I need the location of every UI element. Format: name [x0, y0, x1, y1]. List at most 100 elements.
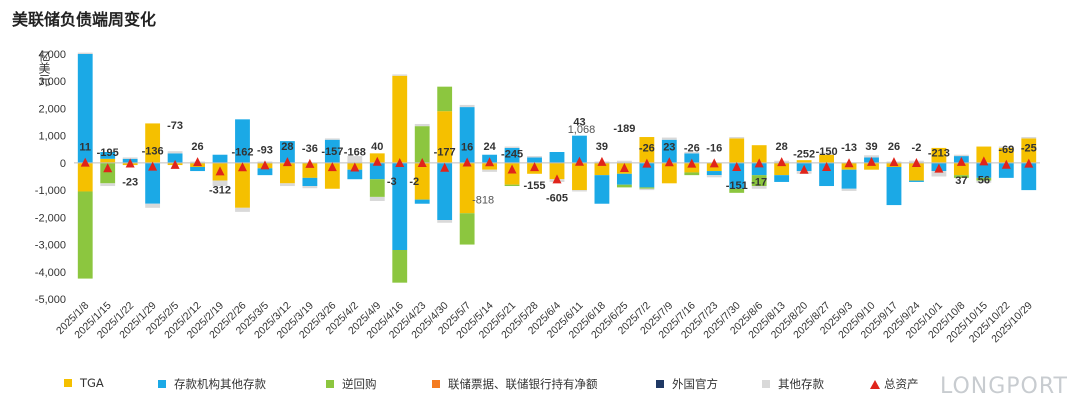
total-assets-marker	[889, 157, 899, 167]
total-assets-marker	[844, 158, 854, 168]
bar-other-deposits	[324, 138, 340, 140]
bar-tga	[729, 138, 745, 163]
total-assets-marker	[574, 156, 584, 166]
legend-swatch-other-deposits	[762, 380, 770, 388]
series-data-label: 1,068	[568, 124, 596, 136]
bar-other-deposits	[122, 157, 138, 159]
bar-reverse-repo	[684, 172, 700, 176]
legend-swatch-deposits	[158, 380, 166, 388]
y-axis-label: 亿美元	[37, 50, 51, 86]
total-assets-marker	[237, 162, 247, 172]
total-data-label: -26	[639, 143, 655, 155]
total-data-label: -13	[841, 142, 857, 154]
bar-tga	[549, 162, 565, 180]
total-data-label: 11	[79, 142, 91, 154]
bar-tga	[931, 147, 947, 163]
bar-other-deposits	[729, 137, 745, 139]
bar-reverse-repo	[616, 184, 632, 188]
bar-other-deposits	[639, 188, 655, 191]
legend-item-total-assets: 总资产	[870, 376, 919, 392]
bar-other-deposits	[235, 207, 250, 212]
total-data-label: 43	[573, 117, 585, 129]
bar-reverse-repo	[369, 179, 385, 197]
bar-tga	[414, 162, 430, 200]
bar-reverse-repo	[100, 162, 116, 184]
bar-deposits	[77, 54, 93, 163]
bar-tga	[280, 162, 295, 184]
total-data-label: -36	[302, 143, 318, 155]
bar-other-deposits	[751, 186, 767, 189]
bar-deposits	[976, 162, 992, 178]
legend-swatch-foreign-official	[656, 380, 664, 388]
bar-tga	[684, 162, 700, 173]
total-data-label: -2	[409, 176, 419, 188]
bar-other-deposits	[998, 146, 1014, 148]
bar-reverse-repo	[953, 175, 969, 178]
total-data-label: -168	[344, 146, 366, 158]
bar-tga	[324, 162, 340, 189]
y-tick-label: -3,000	[35, 240, 66, 252]
legend-label-deposits: 存款机构其他存款	[174, 377, 266, 391]
total-data-label: -25	[1021, 143, 1037, 155]
bar-tga	[459, 162, 475, 214]
total-assets-marker	[170, 159, 180, 169]
bar-other-deposits	[527, 156, 542, 158]
total-data-label: -195	[97, 147, 119, 159]
legend-item-fed-notes: 联储票据、联储银行持有净额	[432, 376, 598, 392]
total-data-label: 40	[371, 141, 383, 153]
total-data-label: 16	[461, 141, 473, 153]
total-data-label: 37	[955, 175, 967, 187]
bar-other-deposits	[437, 220, 453, 223]
bar-tga	[482, 162, 498, 170]
legend-label-tga: TGA	[80, 376, 104, 390]
bar-other-deposits	[167, 151, 183, 154]
bar-reverse-repo	[751, 175, 767, 187]
legend-swatch-tga	[64, 379, 72, 387]
chart-title: 美联储负债端周变化	[12, 10, 157, 29]
bar-deposits	[527, 157, 542, 163]
y-tick-label: 4,000	[38, 49, 66, 61]
total-data-label: -245	[501, 149, 523, 161]
total-assets-marker	[507, 164, 517, 174]
bar-reverse-repo	[459, 213, 475, 245]
bar-deposits	[841, 169, 857, 189]
bar-other-deposits	[684, 152, 700, 154]
bar-tga	[998, 147, 1014, 163]
bar-reverse-repo	[392, 250, 408, 283]
total-assets-marker	[125, 158, 135, 168]
total-data-label: -136	[142, 146, 164, 158]
y-tick-label: 3,000	[38, 76, 66, 88]
y-tick-label: 1,000	[38, 131, 66, 143]
legend-label-total-assets: 总资产	[884, 377, 919, 391]
total-assets-marker	[597, 156, 607, 166]
bar-other-deposits	[482, 169, 498, 172]
total-assets-marker	[148, 161, 158, 171]
bar-deposits	[504, 147, 520, 163]
total-assets-marker	[956, 156, 966, 166]
total-data-label: 28	[776, 141, 788, 153]
bar-other-deposits	[369, 196, 385, 201]
legend-label-reverse-repo: 逆回购	[342, 377, 377, 391]
total-assets-marker	[395, 157, 405, 167]
total-data-label: -17	[751, 176, 767, 188]
total-data-label: -252	[793, 149, 815, 161]
bar-other-deposits	[459, 104, 475, 108]
bar-deposits	[100, 152, 116, 159]
bar-deposits	[616, 173, 632, 185]
bar-other-deposits	[392, 74, 408, 76]
total-assets-marker	[709, 158, 719, 168]
total-assets-marker	[911, 157, 921, 167]
bar-other-deposits	[706, 175, 722, 178]
total-data-label: -3	[387, 176, 397, 188]
total-data-label: -605	[546, 192, 568, 204]
bar-tga	[909, 162, 924, 181]
total-assets-marker	[193, 157, 203, 167]
total-data-label: -23	[122, 177, 138, 189]
total-data-label: -189	[613, 123, 635, 135]
total-assets-marker	[327, 162, 337, 172]
bar-deposits	[145, 162, 161, 204]
y-tick-label: -4,000	[35, 267, 66, 279]
legend-label-other-deposits: 其他存款	[778, 377, 824, 391]
bar-other-deposits	[212, 180, 228, 187]
